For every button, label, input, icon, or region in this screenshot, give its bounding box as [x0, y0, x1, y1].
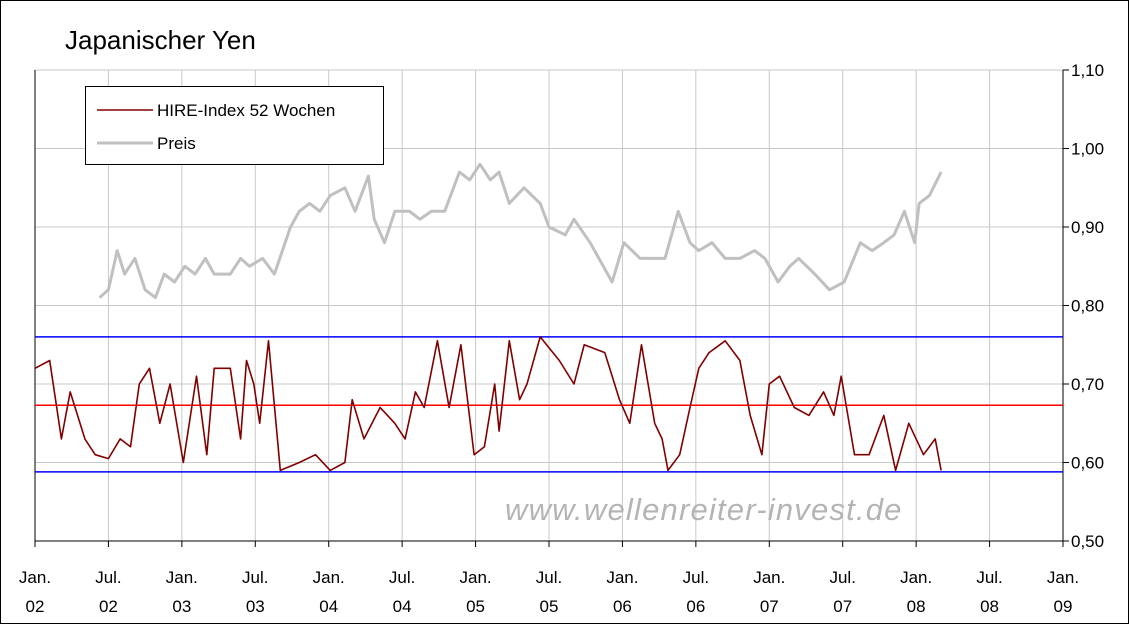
x-tick-label: Jul. 04 [388, 568, 416, 616]
series-line [98, 162, 943, 300]
x-tick-label: Jan. 07 [753, 568, 786, 616]
y-tick-label: 0,80 [1071, 297, 1104, 316]
y-tick-label: 0,60 [1071, 454, 1104, 473]
y-tick-label: 0,50 [1071, 532, 1104, 551]
y-tick-label: 1,10 [1071, 61, 1104, 80]
x-tick-label: Jul. 08 [976, 568, 1003, 616]
y-tick-label: 1,00 [1071, 140, 1104, 159]
x-tick-label: Jul. 03 [242, 568, 269, 616]
watermark: www.wellenreiter-invest.de [505, 492, 903, 527]
series-line [34, 336, 942, 472]
chart-title: Japanischer Yen [65, 25, 256, 55]
x-tick-label: Jan. 09 [1046, 568, 1080, 616]
legend-label: HIRE-Index 52 Wochen [157, 101, 335, 120]
y-tick-label: 0,90 [1071, 218, 1104, 237]
x-tick-label: Jul. 02 [95, 568, 122, 616]
legend-box [85, 86, 384, 165]
y-tick-label: 0,70 [1071, 375, 1104, 394]
legend-label: Preis [157, 134, 196, 153]
x-tick-label: Jul. 07 [829, 568, 856, 616]
x-tick-label: Jan. 02 [18, 568, 52, 616]
x-tick-label: Jan. 04 [312, 568, 345, 616]
x-tick-label: Jan. 05 [459, 568, 492, 616]
x-tick-label: Jan. 08 [900, 568, 933, 616]
x-tick-label: Jul. 06 [682, 568, 710, 616]
x-tick-label: Jan. 06 [606, 568, 639, 616]
x-tick-label: Jul. 05 [535, 568, 563, 616]
x-tick-label: Jan. 03 [165, 568, 198, 616]
